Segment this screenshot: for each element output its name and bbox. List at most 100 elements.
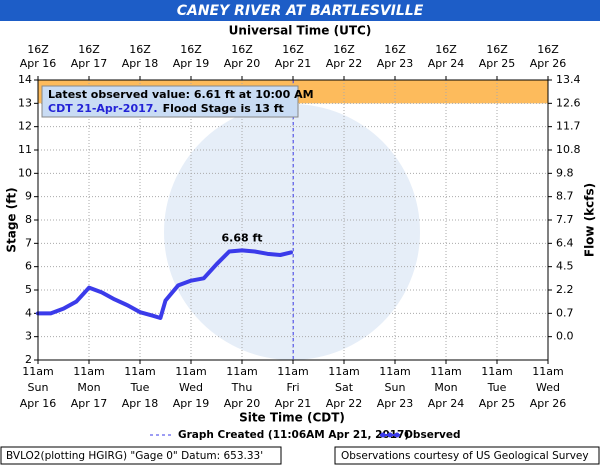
x-tick-label: Apr 20 bbox=[224, 397, 261, 410]
y-tick-label: 8 bbox=[25, 213, 32, 226]
x-tick-label: Apr 16 bbox=[20, 397, 57, 410]
legend-observed: Observed bbox=[404, 429, 460, 441]
top-axis-label: Universal Time (UTC) bbox=[229, 24, 372, 38]
y-axis-label: Stage (ft) bbox=[5, 187, 19, 252]
y-tick-label: 7 bbox=[25, 236, 32, 249]
y-tick-label: 14 bbox=[18, 73, 32, 86]
legend-observed-dot bbox=[394, 432, 400, 438]
x-tick-label: 11am bbox=[226, 365, 257, 378]
top-tick-label: 16Z bbox=[486, 43, 508, 56]
top-tick-label: Apr 20 bbox=[224, 57, 261, 70]
x-tick-label: Apr 22 bbox=[326, 397, 363, 410]
x-tick-label: Fri bbox=[286, 381, 299, 394]
x-tick-label: Sat bbox=[335, 381, 354, 394]
info-text: CDT 21-Apr-2017. bbox=[48, 102, 158, 115]
x-axis-label: Site Time (CDT) bbox=[239, 411, 345, 425]
x-tick-label: Wed bbox=[179, 381, 203, 394]
legend-created: Graph Created (11:06AM Apr 21, 2017) bbox=[178, 429, 409, 441]
top-tick-label: Apr 23 bbox=[377, 57, 414, 70]
x-tick-label: Tue bbox=[487, 381, 507, 394]
x-tick-label: Apr 23 bbox=[377, 397, 414, 410]
x-tick-label: Apr 17 bbox=[71, 397, 108, 410]
top-tick-label: Apr 24 bbox=[428, 57, 465, 70]
top-tick-label: 16Z bbox=[333, 43, 355, 56]
y-tick-label: 5 bbox=[25, 283, 32, 296]
x-tick-label: Mon bbox=[434, 381, 457, 394]
x-tick-label: Apr 25 bbox=[479, 397, 516, 410]
x-tick-label: 11am bbox=[22, 365, 53, 378]
y2-tick-label: 10.8 bbox=[556, 143, 581, 156]
y2-tick-label: 6.4 bbox=[556, 236, 574, 249]
info-text: Flood Stage is 13 ft bbox=[163, 102, 284, 115]
y2-tick-label: 11.7 bbox=[556, 120, 581, 133]
x-tick-label: 11am bbox=[430, 365, 461, 378]
top-tick-label: 16Z bbox=[282, 43, 304, 56]
info-text: CDT 21-Apr-2017. Flood Stage is 13 ft bbox=[48, 102, 284, 115]
footer-box bbox=[334, 446, 600, 465]
top-tick-label: 16Z bbox=[231, 43, 253, 56]
y-tick-label: 13 bbox=[18, 96, 32, 109]
y-tick-label: 4 bbox=[25, 306, 32, 319]
top-tick-label: Apr 22 bbox=[326, 57, 363, 70]
x-tick-label: Apr 18 bbox=[122, 397, 159, 410]
x-tick-label: 11am bbox=[379, 365, 410, 378]
legend-observed-dot bbox=[387, 432, 393, 438]
x-tick-label: 11am bbox=[124, 365, 155, 378]
top-tick-label: 16Z bbox=[180, 43, 202, 56]
y-tick-label: 12 bbox=[18, 120, 32, 133]
top-tick-label: Apr 25 bbox=[479, 57, 516, 70]
y-tick-label: 10 bbox=[18, 166, 32, 179]
top-tick-label: 16Z bbox=[435, 43, 457, 56]
y2-tick-label: 7.7 bbox=[556, 213, 574, 226]
x-tick-label: 11am bbox=[532, 365, 563, 378]
top-tick-label: Apr 26 bbox=[530, 57, 567, 70]
x-tick-label: Apr 26 bbox=[530, 397, 567, 410]
x-tick-label: Wed bbox=[536, 381, 560, 394]
x-tick-label: 11am bbox=[277, 365, 308, 378]
top-tick-label: Apr 21 bbox=[275, 57, 312, 70]
watermark bbox=[164, 104, 420, 360]
y-tick-label: 2 bbox=[25, 353, 32, 366]
x-tick-label: 11am bbox=[73, 365, 104, 378]
y2-tick-label: 0.0 bbox=[556, 330, 574, 343]
x-tick-label: Apr 19 bbox=[173, 397, 210, 410]
observed-line bbox=[36, 248, 293, 320]
y2-tick-label: 8.7 bbox=[556, 190, 574, 203]
footer-right: Observations courtesy of US Geological S… bbox=[341, 450, 589, 462]
y2-tick-label: 9.8 bbox=[556, 166, 574, 179]
y-tick-label: 9 bbox=[25, 190, 32, 203]
footer-box bbox=[0, 446, 282, 465]
title-bar bbox=[0, 0, 600, 21]
top-tick-label: 16Z bbox=[27, 43, 49, 56]
y-tick-label: 6 bbox=[25, 260, 32, 273]
x-tick-label: Sun bbox=[28, 381, 49, 394]
x-tick-label: 11am bbox=[481, 365, 512, 378]
y2-tick-label: 13.4 bbox=[556, 73, 581, 86]
top-tick-label: Apr 18 bbox=[122, 57, 159, 70]
top-tick-label: 16Z bbox=[537, 43, 559, 56]
y2-tick-label: 0.7 bbox=[556, 306, 574, 319]
y2-axis-label: Flow (kcfs) bbox=[583, 183, 597, 257]
x-tick-label: Tue bbox=[130, 381, 150, 394]
top-tick-label: Apr 17 bbox=[71, 57, 108, 70]
top-tick-label: 16Z bbox=[129, 43, 151, 56]
x-tick-label: Apr 24 bbox=[428, 397, 465, 410]
x-tick-label: Thu bbox=[231, 381, 253, 394]
top-tick-label: Apr 16 bbox=[20, 57, 57, 70]
top-tick-label: Apr 19 bbox=[173, 57, 210, 70]
legend-observed-dot bbox=[380, 432, 386, 438]
y2-tick-label: 12.6 bbox=[556, 96, 581, 109]
plot-frame bbox=[37, 79, 549, 361]
x-tick-label: 11am bbox=[175, 365, 206, 378]
y-tick-label: 3 bbox=[25, 330, 32, 343]
footer-left: BVLO2(plotting HGIRG) "Gage 0" Datum: 65… bbox=[6, 450, 263, 462]
info-box bbox=[41, 85, 299, 118]
peak-annotation: 6.68 ft bbox=[221, 231, 262, 244]
x-tick-label: Sun bbox=[385, 381, 406, 394]
x-tick-label: Apr 21 bbox=[275, 397, 312, 410]
x-tick-label: 11am bbox=[328, 365, 359, 378]
info-text: Latest observed value: 6.61 ft at 10:00 … bbox=[48, 88, 314, 101]
top-tick-label: 16Z bbox=[78, 43, 100, 56]
chart-title: CANEY RIVER AT BARTLESVILLE bbox=[177, 3, 424, 19]
